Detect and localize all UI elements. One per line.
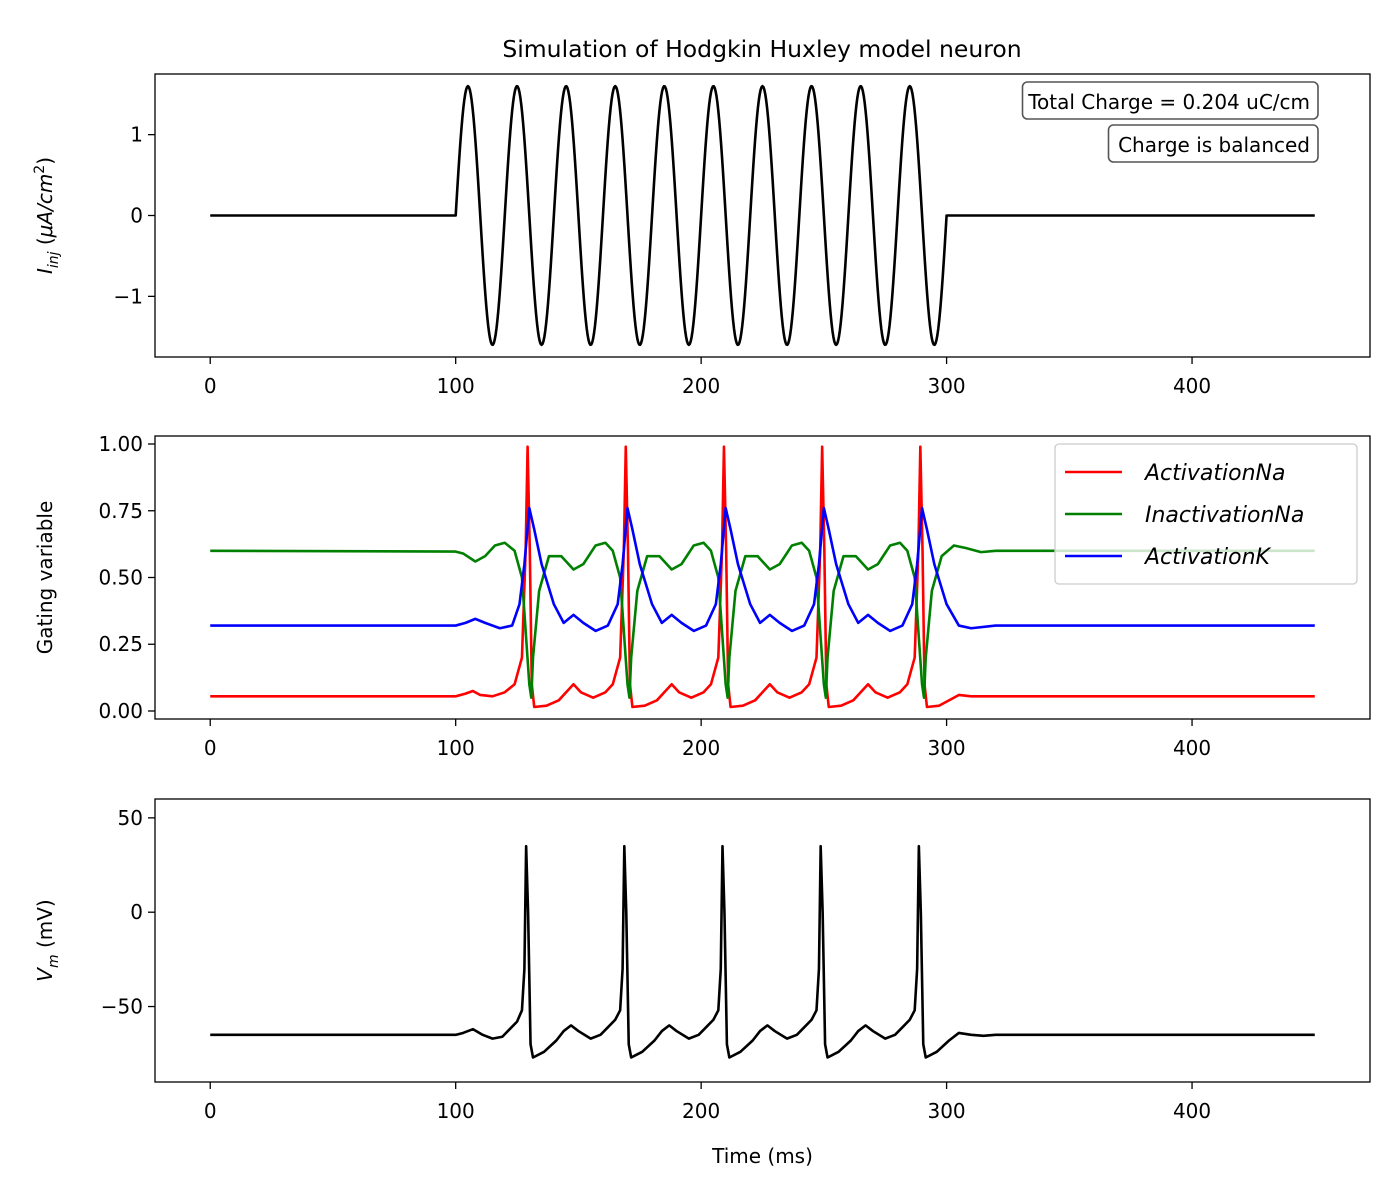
y-tick-label: 0 [130, 900, 143, 924]
y-tick-label: 0.50 [98, 566, 143, 590]
x-tick-label: 200 [682, 736, 720, 760]
panel-injected-current: 0 100 200 300 400 1 0 −1 Iinj (μA/cm2) Total Char… [32, 73, 1371, 398]
x-tick-label: 400 [1173, 1099, 1211, 1123]
x-tick-label: 300 [927, 736, 965, 760]
figure-title: Simulation of Hodgkin Huxley model neuro… [502, 35, 1021, 63]
x-tick-label: 300 [927, 374, 965, 398]
panel-gating-variables: 0 100 200 300 400 1.00 0.75 0.50 0.25 0.00 Gating … [33, 432, 1371, 760]
annotation-text: Charge is balanced [1118, 133, 1310, 157]
y-axis-label: Vm (mV) [33, 899, 62, 981]
x-tick-label: 100 [437, 736, 475, 760]
y-tick-label: −1 [114, 284, 143, 308]
y-axis-label-unit: μA/cm [33, 174, 57, 239]
y-tick-label: 0.25 [98, 632, 143, 656]
y-tick-label: 0.75 [98, 499, 143, 523]
y-axis-label-close: ) [33, 157, 57, 165]
y-axis-label-subscript: m [46, 954, 62, 968]
annotation-text: Total Charge = 0.204 uC/cm [1027, 90, 1310, 114]
y-axis-label-unit: (mV) [33, 899, 57, 954]
annotation-box [1021, 81, 1319, 120]
y-axis-label: Iinj (μA/cm2) [32, 157, 62, 274]
y-tick-label: 1.00 [98, 432, 143, 456]
x-tick-label: 100 [437, 1099, 475, 1123]
x-tick-label: 0 [204, 1099, 217, 1123]
x-tick-label: 0 [204, 736, 217, 760]
y-axis-label: Gating variable [33, 501, 57, 655]
y-axis-label-symbol: V [33, 967, 57, 982]
series-line [209, 84, 1316, 347]
x-tick-label: 100 [437, 374, 475, 398]
y-axis-label-unit-open: ( [33, 237, 57, 251]
legend-label-activationna: ActivationNa [1143, 461, 1285, 486]
y-tick-label: 50 [118, 806, 143, 830]
x-tick-label: 300 [927, 1099, 965, 1123]
y-tick-label: 0.00 [98, 699, 143, 723]
x-tick-label: 200 [682, 374, 720, 398]
axes-frame [154, 798, 1371, 1083]
legend-label-inactivationna: InactivationNa [1145, 503, 1304, 528]
x-tick-label: 200 [682, 1099, 720, 1123]
legend-box [1054, 443, 1358, 585]
series-line-inactivationna [210, 541, 1315, 699]
series-line-activationk [210, 506, 1315, 633]
x-tick-label: 400 [1173, 736, 1211, 760]
annotation-box [1107, 124, 1319, 163]
series-line [210, 844, 1315, 1059]
y-axis-label-superscript: 2 [32, 165, 48, 174]
y-tick-label: 1 [130, 123, 143, 147]
y-tick-label: 0 [130, 204, 143, 228]
y-axis-label-symbol: I [33, 268, 57, 274]
legend-label-activationk: ActivationK [1143, 545, 1272, 570]
x-axis-label: Time (ms) [711, 1144, 813, 1168]
x-tick-label: 400 [1173, 374, 1211, 398]
x-tick-label: 0 [204, 374, 217, 398]
y-tick-label: −50 [101, 995, 143, 1019]
y-axis-label-subscript: inj [46, 251, 62, 268]
